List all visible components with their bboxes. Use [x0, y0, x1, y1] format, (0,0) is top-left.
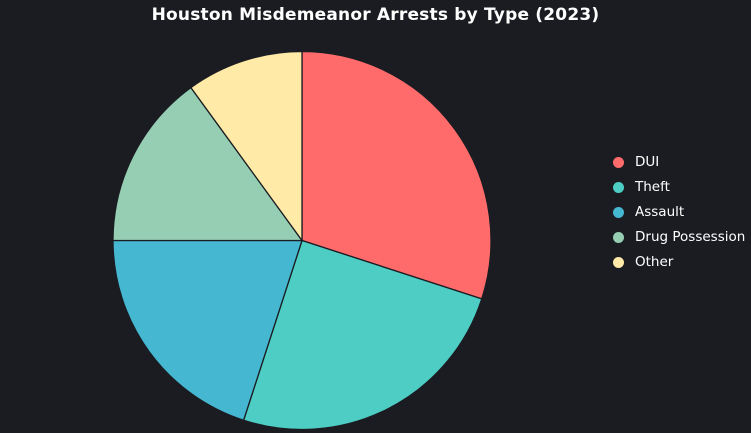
legend: DUI Theft Assault Drug Possession Other [613, 150, 745, 275]
legend-marker-icon [613, 257, 624, 268]
pie-slice-dui [301, 50, 492, 300]
legend-marker-icon [613, 232, 624, 243]
legend-item-drug-possession: Drug Possession [613, 225, 745, 250]
pie-slice-drug-possession [112, 86, 303, 242]
legend-item-theft: Theft [613, 175, 745, 200]
legend-marker-icon [613, 207, 624, 218]
pie-slice-other [190, 50, 303, 242]
legend-marker-icon [613, 157, 624, 168]
legend-label-dui: DUI [635, 153, 660, 170]
pie-slice-theft [242, 239, 483, 431]
legend-label-theft: Theft [635, 178, 670, 195]
legend-marker-icon [613, 182, 624, 193]
chart-title: Houston Misdemeanor Arrests by Type (202… [151, 5, 600, 25]
legend-item-other: Other [613, 250, 745, 275]
legend-label-assault: Assault [635, 203, 685, 220]
legend-item-assault: Assault [613, 200, 745, 225]
pie-slice-assault [112, 239, 303, 421]
legend-item-dui: DUI [613, 150, 745, 175]
legend-label-other: Other [635, 253, 674, 270]
legend-label-drug-possession: Drug Possession [635, 228, 746, 245]
